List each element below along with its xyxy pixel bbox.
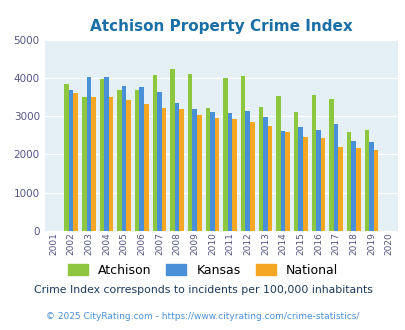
Bar: [122, 86, 126, 231]
Bar: [364, 130, 368, 231]
Bar: [333, 124, 337, 231]
Bar: [144, 104, 148, 231]
Bar: [91, 97, 96, 231]
Bar: [109, 97, 113, 231]
Bar: [280, 131, 285, 231]
Bar: [355, 148, 360, 231]
Bar: [205, 108, 210, 231]
Bar: [126, 100, 131, 231]
Bar: [170, 69, 175, 231]
Bar: [117, 90, 121, 231]
Bar: [275, 96, 280, 231]
Bar: [245, 111, 249, 231]
Bar: [139, 87, 144, 231]
Text: © 2025 CityRating.com - https://www.cityrating.com/crime-statistics/: © 2025 CityRating.com - https://www.city…: [46, 312, 359, 321]
Bar: [311, 95, 315, 231]
Bar: [298, 127, 302, 231]
Bar: [240, 76, 245, 231]
Bar: [188, 74, 192, 231]
Bar: [82, 97, 86, 231]
Bar: [315, 130, 320, 231]
Bar: [192, 109, 196, 231]
Bar: [134, 90, 139, 231]
Bar: [351, 142, 355, 231]
Bar: [262, 117, 267, 231]
Bar: [210, 112, 214, 231]
Title: Atchison Property Crime Index: Atchison Property Crime Index: [90, 19, 352, 34]
Bar: [373, 150, 377, 231]
Bar: [320, 138, 324, 231]
Bar: [302, 137, 307, 231]
Bar: [152, 75, 157, 231]
Bar: [285, 132, 289, 231]
Bar: [214, 118, 219, 231]
Text: Crime Index corresponds to incidents per 100,000 inhabitants: Crime Index corresponds to incidents per…: [34, 285, 371, 295]
Bar: [179, 109, 183, 231]
Bar: [337, 147, 342, 231]
Bar: [161, 108, 166, 231]
Bar: [223, 78, 227, 231]
Bar: [86, 78, 91, 231]
Bar: [346, 132, 351, 231]
Bar: [175, 103, 179, 231]
Bar: [157, 92, 161, 231]
Bar: [328, 99, 333, 231]
Bar: [232, 119, 237, 231]
Bar: [196, 115, 201, 231]
Bar: [249, 121, 254, 231]
Bar: [227, 113, 232, 231]
Bar: [368, 142, 373, 231]
Bar: [267, 126, 272, 231]
Bar: [99, 79, 104, 231]
Bar: [69, 90, 73, 231]
Legend: Atchison, Kansas, National: Atchison, Kansas, National: [63, 259, 342, 282]
Bar: [64, 84, 69, 231]
Bar: [104, 78, 109, 231]
Bar: [258, 107, 262, 231]
Bar: [293, 112, 298, 231]
Bar: [73, 93, 78, 231]
